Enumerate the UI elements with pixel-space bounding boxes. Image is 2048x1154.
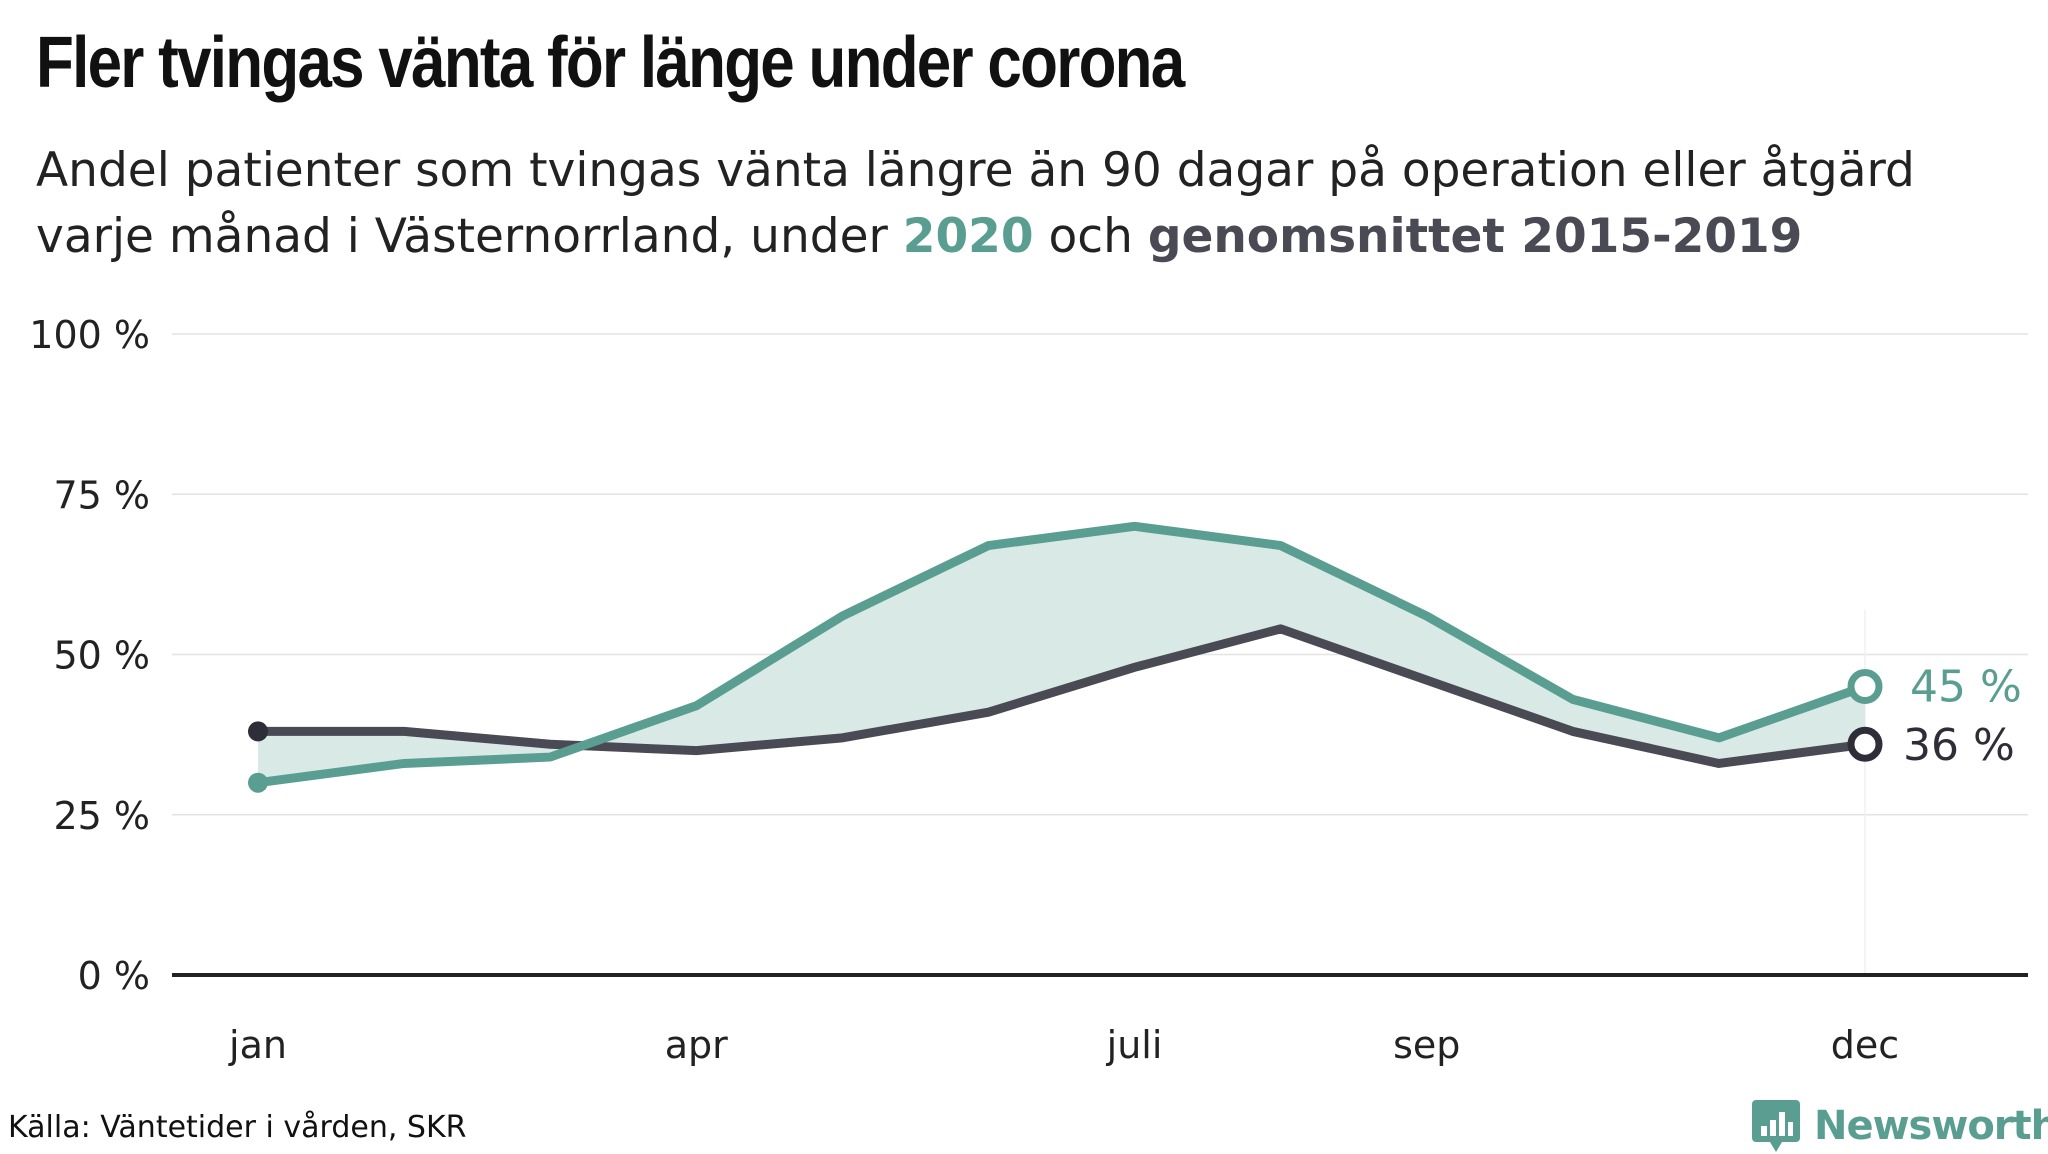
y-tick-label-75: 75 % [53,473,150,517]
end-point-2020 [1847,669,1883,705]
subtitle-mid: och [1033,209,1148,264]
start-point-2020 [248,772,268,793]
x-tick-label-sep: sep [1393,1023,1460,1067]
source-note: Källa: Väntetider i vården, SKR [8,1110,467,1145]
chart-subtitle: Andel patienter som tvingas vänta längre… [36,138,1915,270]
end-label-average: 36 % [1903,720,2015,771]
x-tick-label-jan: jan [228,1023,287,1067]
brand: Newsworthy [1752,1098,2048,1154]
start-point-average [248,721,268,742]
end-label-2020: 45 % [1910,662,2022,713]
area-between-series [258,526,1865,783]
y-tick-label-0: 0 % [78,954,150,998]
x-tick-label-dec: dec [1831,1023,1899,1067]
brand-name: Newsworthy [1814,1103,2048,1149]
y-tick-label-25: 25 % [53,794,150,838]
chart-title: Fler tvingas vänta för länge under coron… [36,23,1185,103]
y-tick-label-50: 50 % [53,634,150,678]
y-tick-label-100: 100 % [29,313,150,357]
subtitle-line-1: Andel patienter som tvingas vänta längre… [36,143,1915,198]
x-tick-label-juli: juli [1106,1023,1163,1067]
subtitle-line-2: varje månad i Västernorrland, under 2020… [36,204,1915,270]
subtitle-prefix: varje månad i Västernorrland, under [36,209,903,264]
end-point-average [1847,726,1883,762]
x-tick-label-apr: apr [665,1023,728,1067]
newsworthy-logo-icon [1752,1100,1800,1152]
subtitle-highlight-average: genomsnittet 2015-2019 [1147,209,1803,264]
subtitle-highlight-2020: 2020 [902,209,1034,264]
series-line-average [253,624,1870,768]
series-line-2020 [253,521,1870,788]
